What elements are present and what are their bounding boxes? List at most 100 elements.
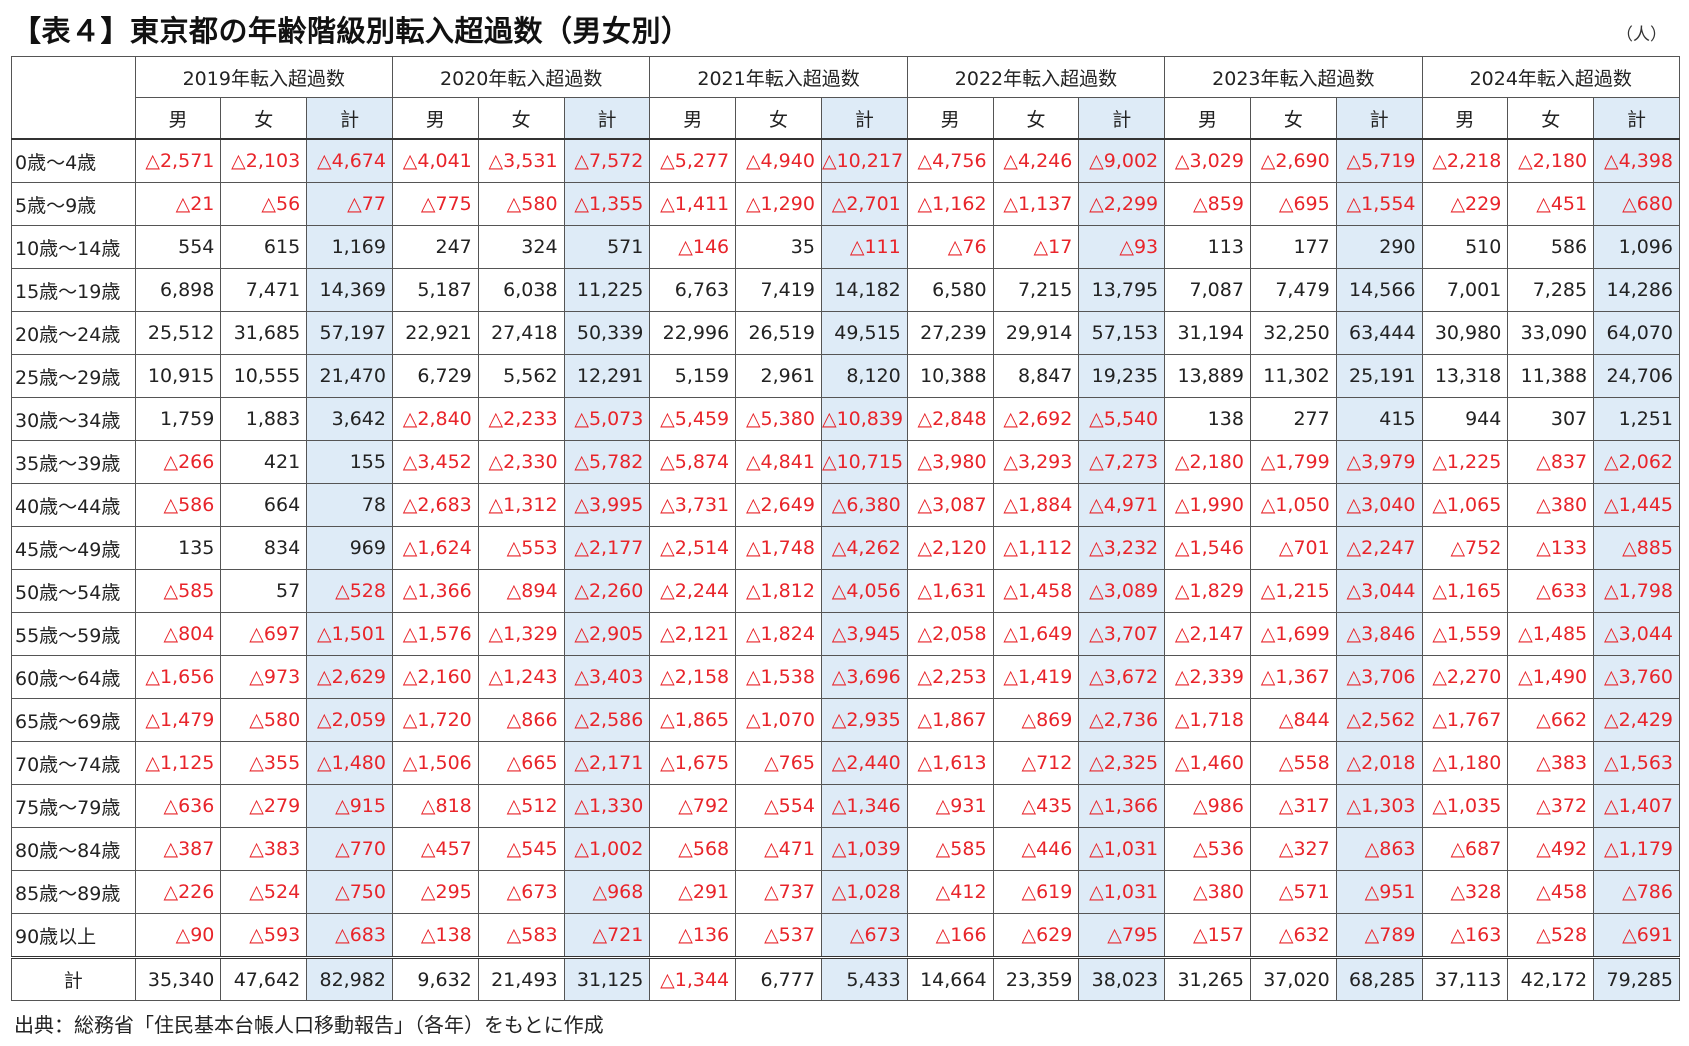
male-cell: 31,194 (1164, 311, 1251, 355)
year-header: 2023年転入超過数 (1164, 56, 1423, 98)
total-cell: △915 (306, 784, 393, 828)
male-cell: △295 (391, 870, 479, 914)
total-cell: △3,760 (1593, 655, 1680, 699)
total-cell: △1,028 (820, 870, 908, 914)
total-cell: 31,125 (563, 956, 651, 1001)
total-cell: △1,031 (1078, 827, 1166, 871)
male-cell: 1,759 (134, 397, 222, 441)
female-cell: △471 (735, 827, 822, 871)
age-group-label: 70歳～74歳 (11, 741, 136, 785)
female-cell: 421 (220, 440, 308, 484)
female-cell: 33,090 (1507, 311, 1595, 355)
female-cell: 615 (220, 225, 308, 269)
age-group-label: 20歳～24歳 (11, 311, 136, 355)
female-cell: △1,050 (1249, 483, 1337, 527)
total-cell: △10,839 (820, 397, 908, 441)
male-cell: △157 (1164, 913, 1251, 958)
total-cell: △885 (1593, 526, 1680, 570)
migration-table-container: 2019年転入超過数 2020年転入超過数 2021年転入超過数 2022年転入超過数… (11, 56, 1681, 1001)
female-cell: 32,250 (1249, 311, 1337, 355)
male-cell: △775 (391, 182, 479, 226)
female-cell: 2,961 (735, 354, 822, 398)
female-cell: △894 (477, 569, 565, 613)
total-cell: △3,846 (1335, 612, 1423, 656)
female-cell: △1,799 (1249, 440, 1337, 484)
age-group-label: 15歳～19歳 (11, 268, 136, 312)
total-cell: △5,719 (1335, 138, 1423, 183)
male-cell: △1,162 (906, 182, 994, 226)
total-header: 計 (1078, 97, 1166, 140)
total-cell: △1,355 (563, 182, 651, 226)
female-cell: △528 (1507, 913, 1595, 958)
total-cell: △6,380 (820, 483, 908, 527)
male-cell: △568 (649, 827, 737, 871)
male-cell: 27,239 (906, 311, 994, 355)
total-cell: 14,566 (1335, 268, 1423, 312)
male-cell: 10,915 (134, 354, 222, 398)
female-cell: 26,519 (735, 311, 822, 355)
table-row: 60歳～64歳 △1,656 △973 △2,629 △2,160 △1,243 △3,40… (11, 655, 1680, 699)
total-cell: △4,056 (820, 569, 908, 613)
male-cell: △3,029 (1164, 138, 1251, 183)
female-cell: △1,367 (1249, 655, 1337, 699)
total-cell: △1,445 (1593, 483, 1680, 527)
male-cell: △1,559 (1421, 612, 1509, 656)
female-cell: 31,685 (220, 311, 308, 355)
total-cell: △3,040 (1335, 483, 1423, 527)
female-cell: △2,330 (477, 440, 565, 484)
total-cell: 50,339 (563, 311, 651, 355)
age-group-label: 25歳～29歳 (11, 354, 136, 398)
age-group-label: 75歳～79歳 (11, 784, 136, 828)
male-cell: △1,718 (1164, 698, 1251, 742)
total-cell: △2,059 (306, 698, 393, 742)
male-cell: 35,340 (134, 956, 222, 1001)
female-cell: △558 (1249, 741, 1337, 785)
female-cell: △492 (1507, 827, 1595, 871)
male-cell: △2,180 (1164, 440, 1251, 484)
male-cell: △1,035 (1421, 784, 1509, 828)
female-header: 女 (220, 97, 308, 140)
male-cell: △585 (134, 569, 222, 613)
male-cell: △2,058 (906, 612, 994, 656)
total-cell: △4,398 (1593, 138, 1680, 183)
total-cell: △1,798 (1593, 569, 1680, 613)
total-cell: 1,169 (306, 225, 393, 269)
male-header: 男 (134, 97, 222, 140)
female-header: 女 (477, 97, 565, 140)
male-cell: △1,366 (391, 569, 479, 613)
female-cell: △1,458 (992, 569, 1080, 613)
total-cell: 1,251 (1593, 397, 1680, 441)
male-cell: △3,452 (391, 440, 479, 484)
male-cell: 13,318 (1421, 354, 1509, 398)
female-header: 女 (992, 97, 1080, 140)
total-cell: 5,433 (820, 956, 908, 1001)
male-cell: △1,479 (134, 698, 222, 742)
male-cell: △328 (1421, 870, 1509, 914)
female-cell: 586 (1507, 225, 1595, 269)
total-cell: 78 (306, 483, 393, 527)
male-cell: △2,218 (1421, 138, 1509, 183)
total-cell: △1,554 (1335, 182, 1423, 226)
female-cell: 11,388 (1507, 354, 1595, 398)
male-cell: △1,767 (1421, 698, 1509, 742)
source-note: 出典：総務省「住民基本台帳人口移動報告」（各年）をもとに作成 (14, 1013, 604, 1037)
male-cell: △1,165 (1421, 569, 1509, 613)
male-cell: △2,571 (134, 138, 222, 183)
female-cell: △583 (477, 913, 565, 958)
female-cell: △4,246 (992, 138, 1080, 183)
male-cell: △457 (391, 827, 479, 871)
female-cell: △1,329 (477, 612, 565, 656)
total-cell: 11,225 (563, 268, 651, 312)
total-cell: △7,273 (1078, 440, 1166, 484)
male-cell: △931 (906, 784, 994, 828)
female-cell: 29,914 (992, 311, 1080, 355)
female-cell: △1,243 (477, 655, 565, 699)
total-cell: △77 (306, 182, 393, 226)
year-header: 2021年転入超過数 (649, 56, 908, 98)
female-cell: △435 (992, 784, 1080, 828)
total-cell: △3,979 (1335, 440, 1423, 484)
male-cell: △163 (1421, 913, 1509, 958)
female-cell: △1,312 (477, 483, 565, 527)
female-cell: 664 (220, 483, 308, 527)
female-cell: △279 (220, 784, 308, 828)
